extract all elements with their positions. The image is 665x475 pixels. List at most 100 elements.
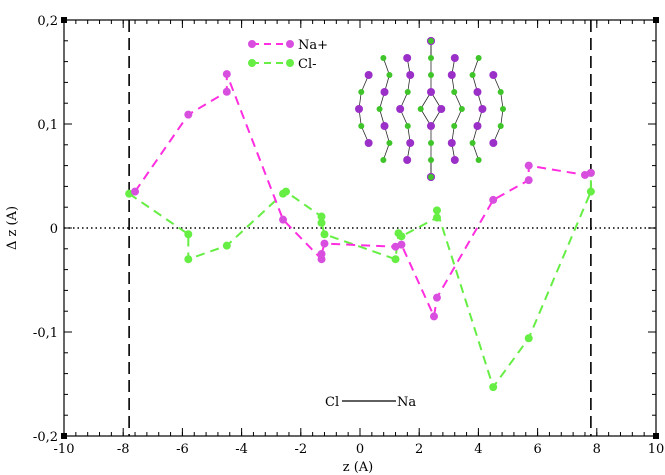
data-point-na	[524, 161, 533, 170]
y-tick-label: -0,1	[33, 326, 58, 341]
legend-marker-na	[248, 40, 256, 48]
cluster-atom	[428, 140, 434, 146]
x-tick-label: 6	[533, 442, 541, 457]
x-tick-label: 2	[415, 442, 423, 457]
cluster-atom	[478, 105, 487, 113]
cluster-atom	[403, 54, 412, 62]
legend-marker-cl	[286, 59, 294, 67]
data-point-cl	[397, 232, 406, 241]
cluster-atom	[451, 123, 458, 129]
data-point-cl	[432, 206, 441, 215]
x-axis-label: z (A)	[343, 460, 374, 475]
data-point-cl	[586, 187, 595, 196]
series-group	[125, 70, 595, 392]
data-point-na	[524, 176, 533, 185]
cluster-atom	[380, 55, 387, 61]
legend-label-cl: Cl-	[298, 57, 317, 72]
y-tick-label: -0,2	[33, 430, 58, 445]
data-point-cl	[184, 230, 193, 239]
data-point-cl	[320, 230, 329, 239]
cluster-atom	[428, 38, 434, 44]
data-point-cl	[222, 241, 231, 250]
x-tick-label: 8	[593, 442, 601, 457]
data-point-na	[489, 195, 498, 204]
cluster-atom	[497, 89, 504, 95]
cluster-atom	[376, 106, 383, 112]
cluster-atom	[473, 122, 482, 130]
axis-ticks: -10 -8 -6 -4 -2 0 2 4 6 8 10 -0,2 -0,1 0 0,1 0,2	[33, 14, 664, 457]
legend-marker-cl	[248, 59, 256, 67]
legend: Na+ Cl-	[248, 38, 328, 72]
data-point-na	[279, 215, 288, 224]
annotation-left-label: Cl	[325, 395, 339, 410]
cluster-atom	[386, 140, 393, 146]
x-tick-label: 4	[474, 442, 482, 457]
cluster-atom	[358, 89, 365, 95]
cluster-atom	[406, 71, 415, 79]
data-point-na	[430, 312, 438, 321]
cluster-bond	[382, 57, 390, 76]
cluster-atom	[497, 123, 504, 129]
cluster-atom	[417, 106, 424, 112]
x-tick-label: -4	[235, 442, 248, 457]
cluster-atom	[404, 123, 411, 129]
x-tick-label: -10	[54, 442, 75, 457]
y-tick-label: 0,1	[37, 118, 58, 133]
cluster-atom	[396, 105, 405, 113]
cluster-atom	[469, 140, 476, 146]
plot-frame	[63, 19, 657, 437]
cluster-atom	[437, 105, 446, 113]
cluster-bond	[382, 142, 390, 161]
cluster-atom	[458, 106, 465, 112]
cluster-atom	[475, 157, 482, 163]
data-point-na	[586, 168, 595, 177]
data-point-cl	[391, 255, 400, 264]
data-point-na	[432, 293, 441, 302]
data-point-na	[397, 240, 406, 249]
data-point-na	[320, 239, 329, 248]
x-tick-label: 10	[648, 442, 665, 457]
series-line-na	[134, 73, 592, 320]
cluster-atom	[428, 157, 434, 163]
x-tick-label: 0	[356, 442, 364, 457]
cluster-molecule-icon	[355, 37, 506, 181]
cluster-atom	[427, 122, 435, 130]
data-point-na	[222, 70, 231, 79]
data-point-na	[317, 250, 326, 258]
data-point-na	[131, 187, 140, 196]
data-point-cl	[432, 213, 441, 222]
cluster-bond	[453, 91, 463, 110]
cluster-atom	[364, 139, 373, 147]
cluster-bond	[453, 108, 463, 127]
data-point-na	[184, 110, 193, 119]
cluster-atom	[358, 123, 365, 129]
cluster-bond	[472, 57, 480, 76]
data-point-cl	[282, 187, 290, 196]
data-point-cl	[317, 218, 326, 227]
cluster-atom	[380, 157, 387, 163]
x-tick-label: -8	[117, 442, 130, 457]
cluster-atom	[447, 139, 456, 147]
cluster-atom	[489, 71, 498, 79]
series-line-cl	[128, 172, 592, 390]
x-tick-label: -2	[294, 442, 307, 457]
cluster-atom	[386, 72, 393, 78]
cluster-atom	[450, 156, 459, 164]
legend-marker-na	[286, 40, 294, 48]
x-tick-label: -6	[176, 442, 189, 457]
cluster-atom	[475, 55, 482, 61]
cluster-bond	[472, 142, 480, 161]
data-point-na	[222, 87, 231, 96]
cluster-atom	[380, 88, 389, 96]
legend-label-na: Na+	[298, 38, 328, 53]
cluster-atom	[428, 174, 434, 180]
cluster-atom	[447, 71, 456, 79]
data-point-cl	[489, 383, 498, 392]
annotation-right-label: Na	[397, 395, 416, 410]
cluster-atom	[380, 122, 389, 130]
cluster-atom	[355, 105, 363, 113]
cluster-atom	[500, 106, 506, 112]
cluster-atom	[404, 89, 411, 95]
reference-lines	[64, 20, 656, 436]
